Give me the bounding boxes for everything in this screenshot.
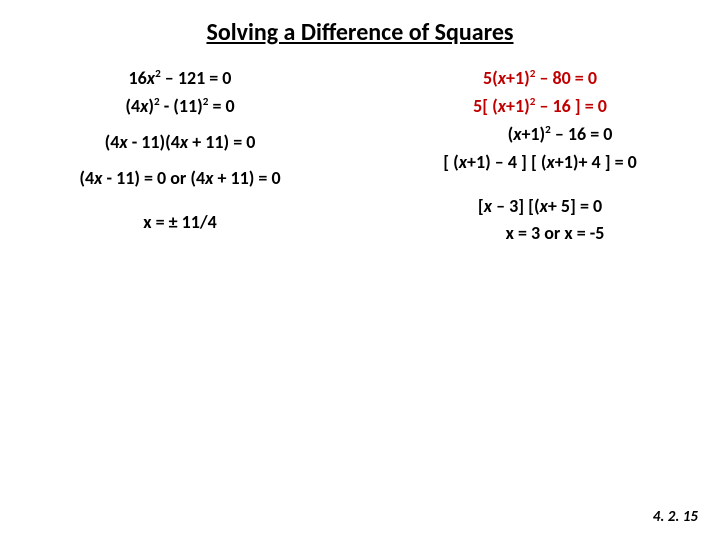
text: (4 [105,131,120,153]
content-columns: 16x2 – 121 = 0 (4x)2 - (11)2 = 0 (4x - 1… [0,65,720,248]
text: - 11)(4 [128,131,180,153]
text: – 16 = 0 [551,123,613,145]
text: [ ( [443,151,459,173]
left-line-2: (4x)2 - (11)2 = 0 [0,93,360,121]
text: +1) [521,123,545,145]
right-line-6: x = 3 or x = -5 [360,220,720,248]
text: + 11) = 0 [213,167,280,189]
right-column: 5(x+1)2 – 80 = 0 5[ (x+1)2 – 16 ] = 0 (x… [360,65,720,248]
left-line-5: x = ± 11/4 [0,209,360,237]
var-x: x [498,67,506,89]
var-x: x [546,151,554,173]
text: - (11) [160,95,203,117]
spacer [0,193,360,201]
right-line-2: 5[ (x+1)2 – 16 ] = 0 [360,93,720,121]
text: +1) [506,67,530,89]
text: = 0 [208,95,234,117]
right-line-1: 5(x+1)2 – 80 = 0 [360,65,720,93]
text: – 3] [( [492,195,540,217]
right-line-4: [ (x+1) – 4 ] [ (x+1)+ 4 ] = 0 [360,149,720,177]
left-line-4: (4x - 11) = 0 or (4x + 11) = 0 [0,165,360,193]
var-x: x [498,95,506,117]
spacer [0,201,360,209]
var-x: x [484,195,492,217]
page-footer: 4. 2. 15 [653,508,698,526]
text: 5[ ( [473,95,498,117]
plus-minus: ± [169,211,178,233]
spacer [360,185,720,193]
text: + 11) = 0 [188,131,255,153]
right-line-3: (x+1)2 – 16 = 0 [360,121,720,149]
right-line-5: [x – 3] [(x+ 5] = 0 [360,193,720,221]
var-x: x [540,195,548,217]
var-x: x [180,131,188,153]
left-line-1: 16x2 – 121 = 0 [0,65,360,93]
text: 5( [483,67,498,89]
text: x = [143,211,168,233]
var-x: x [147,67,155,89]
text: + 5] = 0 [548,195,602,217]
text: – 80 = 0 [535,67,597,89]
text: (4 [125,95,140,117]
text: +1) [506,95,530,117]
text: – 16 ] = 0 [535,95,607,117]
spacer [360,177,720,185]
text: 16 [129,67,147,89]
text: - 11) = 0 or (4 [102,167,205,189]
text: +1) – 4 ] [ ( [467,151,546,173]
spacer [0,121,360,129]
text: (4 [79,167,94,189]
text: – 121 = 0 [161,67,232,89]
var-x: x [119,131,127,153]
text: +1)+ 4 ] = 0 [555,151,637,173]
text: 11/4 [178,211,217,233]
var-x: x [459,151,467,173]
spacer [0,157,360,165]
left-line-3: (4x - 11)(4x + 11) = 0 [0,129,360,157]
page-title: Solving a Difference of Squares [0,0,720,65]
left-column: 16x2 – 121 = 0 (4x)2 - (11)2 = 0 (4x - 1… [0,65,360,248]
